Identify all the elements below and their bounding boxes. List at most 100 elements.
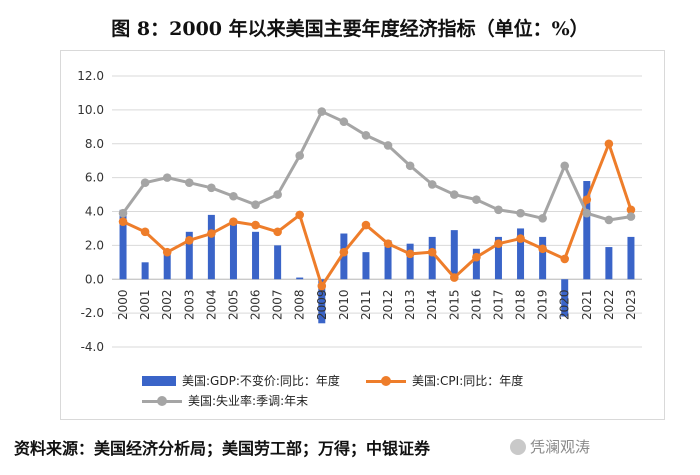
y-tick-label: 4.0 [85, 205, 104, 219]
legend-swatch-unemployment [142, 395, 182, 406]
y-tick-label: 12.0 [77, 69, 104, 83]
cpi-point [361, 220, 371, 230]
unemployment-point [229, 191, 238, 201]
y-tick-label: 8.0 [85, 137, 104, 151]
x-axis: 2000 2001 2002 2003 2004 2005 2006 2007 2008 2009… [116, 289, 638, 320]
cpi-point [604, 139, 614, 149]
cpi-point [516, 234, 525, 243]
legend-swatch-gdp [142, 375, 176, 386]
gdp-bar [362, 252, 370, 280]
y-tick-label: 6.0 [85, 171, 104, 185]
cpi-point [626, 205, 636, 215]
cpi-point [449, 273, 459, 282]
figure-title: 图 8：2000 年以来美国主要年度经济指标（单位：%） [111, 18, 589, 40]
cpi-line [122, 142, 633, 288]
cpi-point [472, 252, 481, 262]
gdp-bar [583, 181, 591, 280]
gdp-bar [119, 209, 127, 280]
x-tick-label: 2011 [359, 289, 373, 320]
gdp-bar [384, 240, 392, 280]
x-tick-label: 2007 [271, 289, 285, 320]
gdp-bar [406, 243, 414, 280]
x-tick-label: 2021 [580, 289, 594, 320]
cpi-point [184, 235, 194, 245]
unemployment-point [494, 205, 503, 215]
unemployment-point [582, 208, 592, 218]
gdp-bar [428, 236, 436, 280]
chart-frame [60, 50, 665, 420]
cpi-point [207, 229, 216, 238]
x-tick-label: 2016 [469, 289, 483, 320]
gdp-bar [252, 231, 260, 280]
y-axis: -4.0 -2.0 0.0 2.0 4.0 6.0 8.0 10.0 12.0 [77, 69, 104, 354]
legend-item-gdp: 美国:GDP:不变价:同比：年度 [142, 372, 340, 389]
cpi-point [251, 220, 260, 230]
unemployment-point [251, 200, 260, 210]
unemployment-point [427, 180, 437, 189]
unemployment-point [626, 212, 636, 221]
x-tick-label: 2023 [624, 289, 638, 320]
gdp-bar [274, 245, 282, 280]
cpi-point [405, 249, 415, 259]
legend-item-cpi: 美国:CPI:同比：年度 [366, 372, 523, 389]
x-tick-label: 2022 [602, 289, 616, 320]
x-tick-label: 2009 [315, 289, 329, 320]
cpi-point [560, 254, 570, 264]
x-tick-label: 2002 [160, 289, 174, 320]
unemployment-point [317, 107, 327, 116]
cpi-point [427, 247, 437, 257]
cpi-series [118, 139, 636, 291]
unemployment-point [339, 117, 349, 127]
x-tick-label: 2014 [425, 289, 439, 320]
x-tick-label: 2008 [293, 289, 307, 320]
unemployment-point [538, 213, 547, 223]
y-tick-label: -4.0 [81, 340, 104, 354]
gdp-bar [163, 250, 171, 280]
unemployment-point [361, 130, 371, 140]
cpi-point [118, 217, 128, 226]
unemployment-point [184, 178, 194, 188]
unemployment-series [118, 107, 636, 225]
x-tick-label: 2015 [447, 289, 461, 320]
gdp-bar [605, 247, 613, 280]
unemployment-point [162, 173, 172, 182]
watermark: 凭澜观涛 [510, 436, 590, 457]
gdp-bar [627, 236, 635, 280]
cpi-point [339, 247, 349, 257]
watermark-label: 凭澜观涛 [530, 438, 591, 456]
source-note: 资料来源：美国经济分析局；美国劳工部；万得；中银证券 [14, 439, 431, 458]
x-tick-label: 2000 [116, 289, 130, 320]
unemployment-point [383, 141, 393, 150]
x-tick-label: 2013 [403, 289, 417, 320]
gdp-bar [472, 248, 480, 280]
legend-label-unemployment: 美国:失业率:季调:年末 [188, 394, 309, 408]
wechat-icon [510, 439, 526, 455]
gdp-bar [517, 228, 525, 280]
cpi-point [582, 195, 592, 204]
unemployment-point [295, 151, 305, 160]
unemployment-point [604, 215, 614, 225]
unemployment-point [560, 161, 570, 171]
legend-swatch-cpi [366, 375, 406, 386]
unemployment-point [207, 183, 216, 193]
grid [112, 75, 642, 348]
x-tick-label: 2012 [381, 289, 395, 320]
cpi-point [229, 217, 238, 226]
y-tick-label: -2.0 [81, 306, 104, 320]
unemployment-point [449, 190, 459, 199]
cpi-point [273, 227, 282, 237]
y-tick-label: 0.0 [85, 272, 104, 286]
legend-item-unemployment: 美国:失业率:季调:年末 [142, 392, 308, 409]
gdp-bar [185, 231, 193, 280]
x-tick-label: 2020 [558, 289, 572, 320]
x-tick-label: 2010 [337, 289, 351, 320]
gdp-bar [318, 279, 326, 324]
cpi-point [383, 239, 393, 248]
unemployment-point [273, 190, 282, 199]
cpi-point [140, 227, 150, 237]
gdp-bar [141, 262, 149, 280]
cpi-point [538, 244, 547, 254]
gdp-bar [450, 230, 458, 280]
unemployment-point [472, 195, 481, 204]
